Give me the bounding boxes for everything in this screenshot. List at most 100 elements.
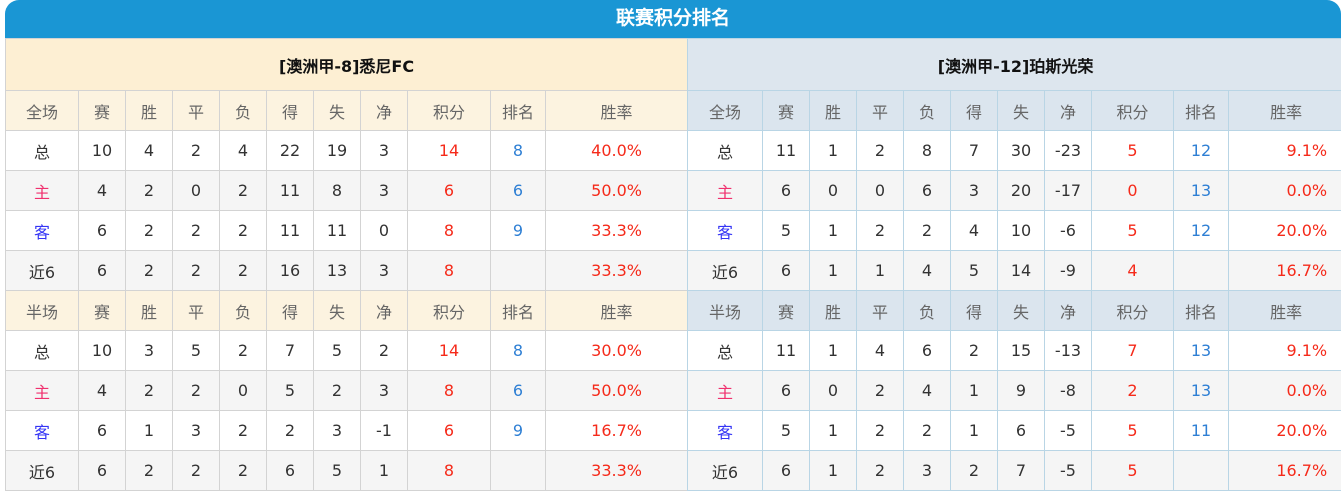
- cell-draw: 2: [856, 210, 904, 251]
- header-goal-diff: 净: [360, 290, 408, 331]
- cell-win-rate: 30.0%: [544, 330, 689, 371]
- cell-points: 2: [1091, 370, 1174, 411]
- standings-title: 联赛积分排名: [5, 0, 1341, 38]
- table-row: 主 6 0 0 6 3 20 -17 0 13 0.0%: [687, 170, 1341, 211]
- header-played: 赛: [78, 290, 126, 331]
- cell-goals-for: 2: [950, 450, 998, 491]
- header-loss: 负: [903, 290, 951, 331]
- table-row: 总 11 1 4 6 2 15 -13 7 13 9.1%: [687, 330, 1341, 371]
- cell-loss: 4: [903, 250, 951, 291]
- cell-loss: 3: [903, 450, 951, 491]
- cell-draw: 2: [172, 450, 220, 491]
- cell-loss: 2: [219, 250, 267, 291]
- cell-win-rate: 50.0%: [544, 370, 689, 411]
- cell-loss: 4: [219, 130, 267, 171]
- cell-win: 2: [125, 450, 173, 491]
- cell-rank: [1173, 450, 1229, 491]
- cell-win-rate: 33.3%: [544, 250, 689, 291]
- cell-win: 0: [809, 170, 857, 211]
- cell-win: 1: [125, 410, 173, 451]
- cell-goal-diff: -5: [1044, 450, 1092, 491]
- cell-rank: 9: [490, 410, 546, 451]
- cell-draw: 0: [856, 170, 904, 211]
- cell-played: 6: [78, 210, 126, 251]
- table-row: 总 10 3 5 2 7 5 2 14 8 30.0%: [5, 330, 689, 371]
- header-win: 胜: [125, 90, 173, 131]
- cell-type: 客: [687, 210, 763, 251]
- header-draw: 平: [172, 90, 220, 131]
- cell-win: 4: [125, 130, 173, 171]
- cell-goal-diff: -23: [1044, 130, 1092, 171]
- cell-played: 11: [762, 330, 810, 371]
- header-loss: 负: [219, 90, 267, 131]
- cell-goal-diff: -6: [1044, 210, 1092, 251]
- cell-goals-for: 1: [950, 370, 998, 411]
- cell-loss: 2: [219, 210, 267, 251]
- cell-goals-for: 1: [950, 410, 998, 451]
- cell-draw: 2: [856, 450, 904, 491]
- cell-goal-diff: 3: [360, 170, 408, 211]
- cell-win: 2: [125, 370, 173, 411]
- cell-type: 客: [5, 210, 79, 251]
- cell-win: 1: [809, 130, 857, 171]
- cell-loss: 2: [903, 210, 951, 251]
- header-goals-for: 得: [950, 90, 998, 131]
- header-type: 半场: [687, 290, 763, 331]
- cell-win-rate: 40.0%: [544, 130, 689, 171]
- column-header-row: 全场赛胜平负得失净积分 排名 胜率: [5, 90, 689, 131]
- cell-win: 1: [809, 250, 857, 291]
- cell-played: 6: [78, 450, 126, 491]
- cell-goals-against: 10: [997, 210, 1045, 251]
- cell-win: 1: [809, 410, 857, 451]
- column-header-row: 半场赛胜平负得失净积分 排名 胜率: [5, 290, 689, 331]
- cell-win-rate: 20.0%: [1227, 210, 1341, 251]
- cell-points: 8: [407, 250, 491, 291]
- header-loss: 负: [903, 90, 951, 131]
- header-rank: 排名: [1173, 90, 1229, 131]
- team-name: [澳洲甲-12]珀斯光荣: [686, 38, 1341, 91]
- cell-rank: 13: [1173, 170, 1229, 211]
- home-team-standings-table: [澳洲甲-8]悉尼FC 全场赛胜平负得失净积分 排名 胜率总 10 4 2 4 22 19 3 14 8…: [4, 38, 689, 491]
- cell-played: 5: [762, 210, 810, 251]
- cell-goal-diff: 3: [360, 370, 408, 411]
- cell-goals-against: 19: [313, 130, 361, 171]
- cell-type: 客: [687, 410, 763, 451]
- cell-draw: 2: [856, 130, 904, 171]
- header-goals-for: 得: [266, 90, 314, 131]
- cell-goals-against: 5: [313, 450, 361, 491]
- cell-win-rate: 0.0%: [1227, 170, 1341, 211]
- cell-points: 7: [1091, 330, 1174, 371]
- header-goals-for: 得: [266, 290, 314, 331]
- table-row: 总 11 1 2 8 7 30 -23 5 12 9.1%: [687, 130, 1341, 171]
- away-team-standings-table: [澳洲甲-12]珀斯光荣 全场赛胜平负得失净积分 排名 胜率总 11 1 2 8 7 30 -23 5…: [686, 38, 1341, 491]
- cell-draw: 2: [172, 130, 220, 171]
- cell-win-rate: 9.1%: [1227, 130, 1341, 171]
- header-win: 胜: [125, 290, 173, 331]
- cell-draw: 2: [856, 410, 904, 451]
- cell-goal-diff: -1: [360, 410, 408, 451]
- cell-loss: 0: [219, 370, 267, 411]
- header-win-rate: 胜率: [544, 90, 689, 131]
- cell-rank: 8: [490, 330, 546, 371]
- header-goals-against: 失: [997, 90, 1045, 131]
- cell-points: 5: [1091, 210, 1174, 251]
- cell-win-rate: 20.0%: [1227, 410, 1341, 451]
- cell-goals-for: 11: [266, 210, 314, 251]
- cell-played: 6: [762, 170, 810, 211]
- cell-loss: 2: [219, 450, 267, 491]
- cell-points: 8: [407, 210, 491, 251]
- table-row: 主 4 2 2 0 5 2 3 8 6 50.0%: [5, 370, 689, 411]
- header-points: 积分: [1091, 290, 1174, 331]
- table-row: 主 6 0 2 4 1 9 -8 2 13 0.0%: [687, 370, 1341, 411]
- header-type: 全场: [5, 90, 79, 131]
- header-goals-for: 得: [950, 290, 998, 331]
- cell-points: 5: [1091, 410, 1174, 451]
- cell-goal-diff: 3: [360, 250, 408, 291]
- cell-goal-diff: 1: [360, 450, 408, 491]
- cell-points: 5: [1091, 450, 1174, 491]
- cell-win-rate: 0.0%: [1227, 370, 1341, 411]
- cell-played: 6: [78, 250, 126, 291]
- cell-type: 近6: [5, 450, 79, 491]
- cell-loss: 2: [219, 410, 267, 451]
- header-played: 赛: [762, 90, 810, 131]
